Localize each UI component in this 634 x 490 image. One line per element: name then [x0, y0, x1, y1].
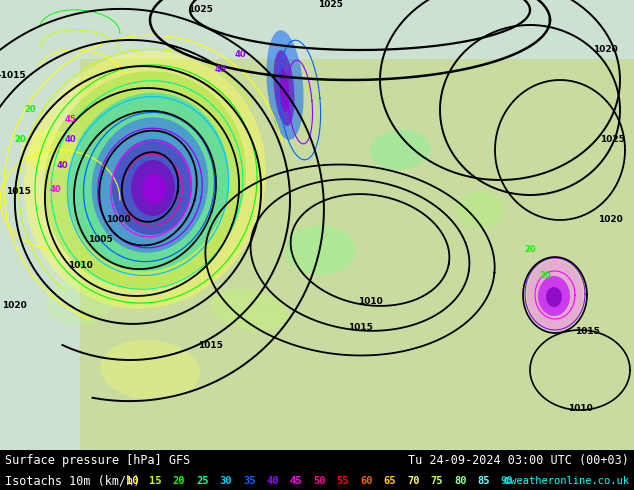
Text: 1010: 1010: [358, 297, 382, 307]
Text: 20: 20: [524, 245, 536, 254]
Text: -1015: -1015: [0, 71, 27, 79]
Text: 20: 20: [172, 476, 185, 486]
Text: 20: 20: [539, 270, 551, 279]
Ellipse shape: [67, 93, 229, 271]
Text: 40: 40: [234, 50, 246, 59]
Ellipse shape: [370, 130, 430, 170]
Ellipse shape: [20, 130, 80, 170]
Ellipse shape: [527, 260, 583, 330]
Text: Surface pressure [hPa] GFS: Surface pressure [hPa] GFS: [5, 454, 190, 467]
Ellipse shape: [455, 192, 505, 228]
Text: 1020: 1020: [593, 46, 618, 54]
Ellipse shape: [142, 174, 166, 204]
Text: 20: 20: [14, 136, 26, 145]
Ellipse shape: [100, 340, 200, 400]
Text: 40: 40: [49, 186, 61, 195]
Text: 1025: 1025: [318, 0, 342, 9]
Ellipse shape: [210, 289, 290, 331]
Text: 1010: 1010: [68, 261, 93, 270]
Text: 1025: 1025: [600, 136, 624, 145]
Ellipse shape: [266, 30, 304, 140]
Text: 1020: 1020: [2, 300, 27, 310]
Ellipse shape: [546, 287, 562, 307]
Ellipse shape: [45, 274, 115, 325]
Ellipse shape: [285, 225, 355, 275]
Ellipse shape: [112, 139, 192, 235]
Ellipse shape: [273, 50, 295, 126]
Text: 1015: 1015: [574, 327, 599, 337]
Text: 45: 45: [290, 476, 302, 486]
Text: 15: 15: [149, 476, 162, 486]
Text: ©weatheronline.co.uk: ©weatheronline.co.uk: [504, 476, 629, 486]
Text: 40: 40: [266, 476, 279, 486]
Text: 60: 60: [360, 476, 373, 486]
Ellipse shape: [538, 276, 570, 316]
Ellipse shape: [24, 51, 266, 309]
Text: 30: 30: [219, 476, 232, 486]
Text: 55: 55: [337, 476, 349, 486]
Text: 40: 40: [214, 66, 226, 74]
Ellipse shape: [279, 68, 289, 112]
Ellipse shape: [131, 160, 175, 216]
Text: 35: 35: [243, 476, 256, 486]
Text: 50: 50: [313, 476, 326, 486]
Text: 1010: 1010: [567, 403, 592, 413]
Text: 1020: 1020: [598, 216, 623, 224]
Text: 1015: 1015: [347, 323, 372, 333]
Text: 85: 85: [477, 476, 490, 486]
Text: 65: 65: [384, 476, 396, 486]
Text: 1025: 1025: [188, 5, 212, 15]
Text: 10: 10: [126, 476, 138, 486]
Text: 1015: 1015: [6, 188, 30, 196]
Text: 1005: 1005: [87, 236, 112, 245]
Text: 80: 80: [454, 476, 467, 486]
Ellipse shape: [92, 117, 209, 253]
Text: 20: 20: [24, 105, 36, 115]
Text: Isotachs 10m (km/h): Isotachs 10m (km/h): [5, 475, 141, 488]
Text: 75: 75: [430, 476, 443, 486]
Text: Tu 24-09-2024 03:00 UTC (00+03): Tu 24-09-2024 03:00 UTC (00+03): [408, 454, 629, 467]
Text: 40: 40: [56, 161, 68, 170]
Ellipse shape: [44, 71, 246, 289]
Text: 70: 70: [407, 476, 420, 486]
Text: 1000: 1000: [106, 216, 131, 224]
Text: 90: 90: [501, 476, 514, 486]
Text: 25: 25: [196, 476, 209, 486]
Text: 45: 45: [64, 116, 76, 124]
Text: 40: 40: [64, 136, 76, 145]
Text: 1015: 1015: [198, 341, 223, 349]
